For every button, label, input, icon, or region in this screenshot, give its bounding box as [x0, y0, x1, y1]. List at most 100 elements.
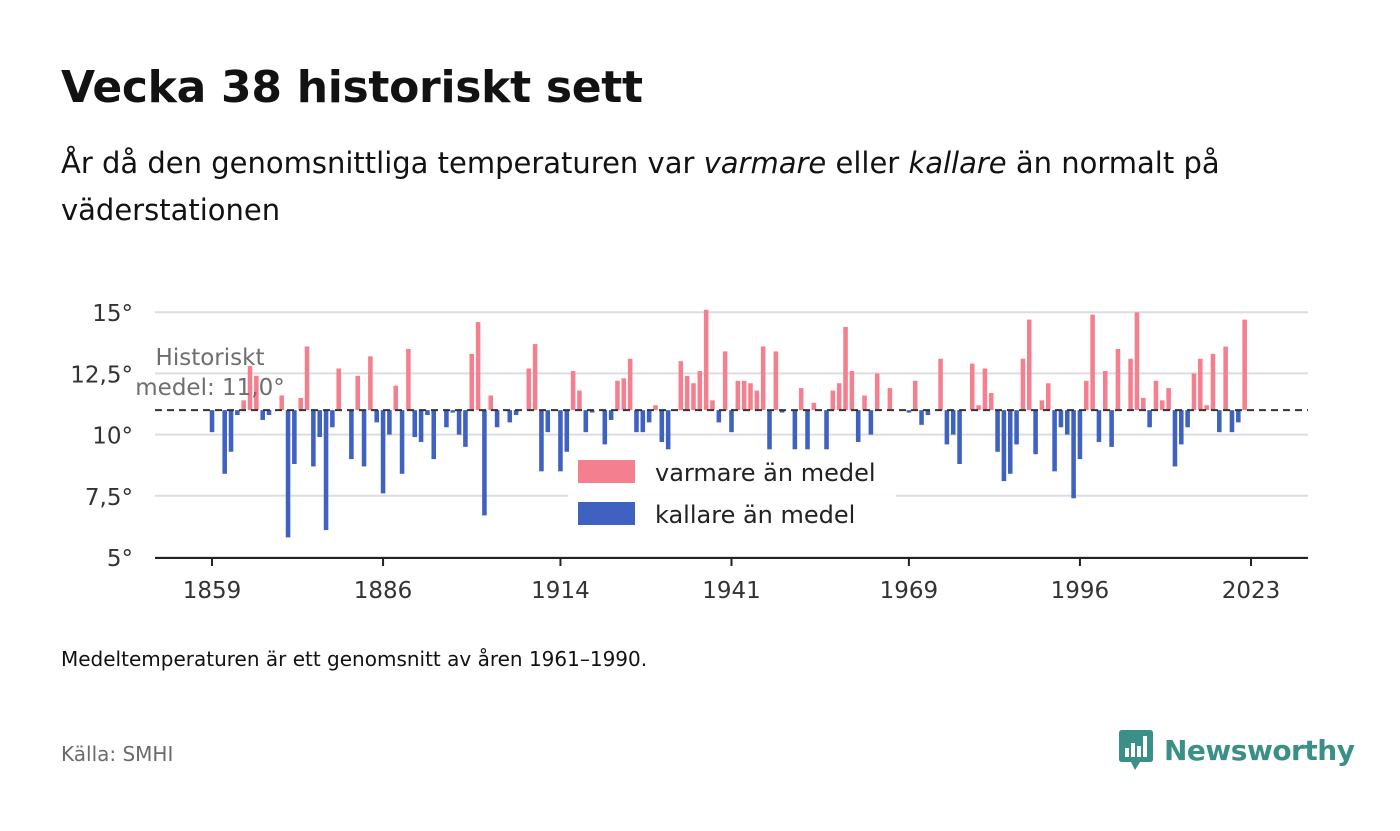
bar-cold-1926	[634, 410, 639, 433]
bar-warm-1980	[976, 405, 981, 411]
bar-warm-1974	[938, 358, 943, 411]
bar-warm-1865	[247, 366, 253, 411]
bar-cold-1914	[558, 410, 563, 472]
bar-cold-1886	[380, 410, 386, 494]
bar-cold-1951	[792, 410, 798, 450]
y-tick-label: 5°	[107, 546, 133, 572]
bar-warm-1981	[982, 368, 988, 411]
bar-cold-1906	[507, 410, 513, 423]
y-tick-label: 12,5°	[70, 362, 133, 388]
bar-warm-1925	[627, 358, 633, 411]
bar-cold-1883	[361, 410, 367, 467]
bar-cold-1931	[665, 410, 671, 450]
bar-cold-1868	[266, 410, 272, 416]
bar-warm-2004	[1128, 358, 1133, 411]
bar-cold-1887	[387, 410, 392, 435]
axes: 5° 7,5° 10° 12,5° 15° 1859 1886 1914 1941 1969 199…	[70, 301, 1308, 604]
bar-warm-2010	[1166, 388, 1171, 411]
bar-warm-1870	[279, 395, 284, 411]
bar-warm-1958	[836, 383, 842, 411]
baseline-annotation: Historiskt medel: 11,0°	[135, 345, 1308, 412]
bar-cold-1956	[824, 410, 829, 450]
bar-cold-2020	[1229, 410, 1235, 433]
bar-warm-1945	[754, 390, 760, 411]
bar-warm-1957	[830, 390, 836, 411]
bar-cold-2013	[1185, 410, 1190, 428]
bar-warm-2002	[1115, 348, 1121, 411]
bar-cold-1872	[292, 410, 297, 464]
legend-label-warm: varmare än medel	[655, 459, 876, 487]
bar-chart-speech-icon	[1119, 730, 1153, 770]
bar-warm-1934	[684, 375, 690, 411]
brand-name: Newsworthy	[1164, 733, 1355, 767]
bar-cold-1927	[640, 410, 646, 433]
bar-warm-1873	[298, 397, 303, 411]
subtitle-cold-word: kallare	[908, 146, 1007, 180]
bar-warm-1924	[621, 378, 627, 411]
bar-cold-1898	[456, 410, 462, 435]
bar-cold-1949	[779, 410, 785, 413]
bar-cold-2021	[1236, 410, 1241, 423]
bar-cold-1907	[513, 410, 519, 416]
footnote: Medeltemperaturen är ett genomsnitt av å…	[61, 647, 648, 671]
brand-logo[interactable]: Newsworthy	[1118, 728, 1355, 772]
bar-warm-1997	[1083, 380, 1089, 411]
bar-cold-1897	[450, 410, 456, 413]
bar-cold-1878	[330, 410, 335, 428]
bar-cold-1915	[564, 410, 570, 452]
bar-warm-1866	[254, 375, 259, 411]
bar-warm-1990	[1039, 400, 1045, 411]
bar-cold-1983	[995, 410, 1000, 452]
bar-cold-1911	[539, 410, 544, 472]
x-tick-label: 1996	[1051, 578, 1110, 604]
x-tick-label: 1886	[354, 578, 413, 604]
chart-subtitle: År då den genomsnittliga temperaturen va…	[61, 140, 1291, 234]
bar-cold-1947	[767, 410, 772, 450]
bar-warm-1903	[488, 395, 494, 411]
bar-cold-1893	[425, 410, 430, 416]
bar-warm-1901	[475, 322, 481, 411]
x-tick-label: 2023	[1222, 578, 1281, 604]
bar-warm-2014	[1191, 373, 1197, 411]
bar-cold-1928	[646, 410, 652, 423]
bar-warm-1935	[691, 383, 696, 411]
x-tick-label: 1941	[702, 578, 761, 604]
bar-warm-1979	[969, 363, 975, 411]
bar-warm-1864	[241, 400, 246, 411]
bar-warm-2016	[1204, 405, 1209, 411]
bar-warm-1991	[1045, 383, 1051, 411]
bar-cold-1867	[260, 410, 265, 420]
bar-cold-1961	[855, 410, 861, 442]
bar-warm-2000	[1102, 370, 1108, 411]
bar-warm-2008	[1153, 380, 1159, 411]
bar-cold-1892	[418, 410, 424, 442]
bar-cold-1918	[583, 410, 589, 433]
bar-cold-1889	[399, 410, 405, 474]
bar-warm-1940	[722, 351, 728, 411]
bar-warm-1879	[336, 368, 341, 411]
bar-cold-1875	[311, 410, 316, 467]
subtitle-text-end: än normalt på väderstationen	[61, 146, 1220, 227]
bar-warm-1943	[741, 380, 747, 411]
bar-warm-1964	[874, 373, 880, 411]
bar-cold-2007	[1147, 410, 1152, 428]
bar-warm-1929	[653, 405, 658, 411]
bar-cold-1953	[805, 410, 810, 450]
bar-cold-2011	[1172, 410, 1178, 467]
bar-warm-2019	[1223, 346, 1228, 411]
bar-warm-1937	[703, 309, 709, 411]
x-tick-label: 1859	[183, 578, 242, 604]
bar-cold-1985	[1007, 410, 1013, 474]
bar-warm-1942	[735, 380, 741, 411]
bar-cold-1976	[950, 410, 956, 435]
bar-cold-1896	[444, 410, 449, 428]
bar-cold-1859	[209, 410, 215, 433]
bar-warm-1916	[570, 370, 576, 411]
bar-warm-1987	[1020, 358, 1026, 411]
bar-cold-1885	[374, 410, 380, 423]
bar-cold-1977	[957, 410, 962, 464]
y-tick-label: 15°	[92, 301, 133, 327]
legend: varmare än medel kallare än medel	[568, 452, 896, 542]
bar-cold-1881	[349, 410, 354, 460]
bar-warm-1923	[615, 380, 620, 411]
